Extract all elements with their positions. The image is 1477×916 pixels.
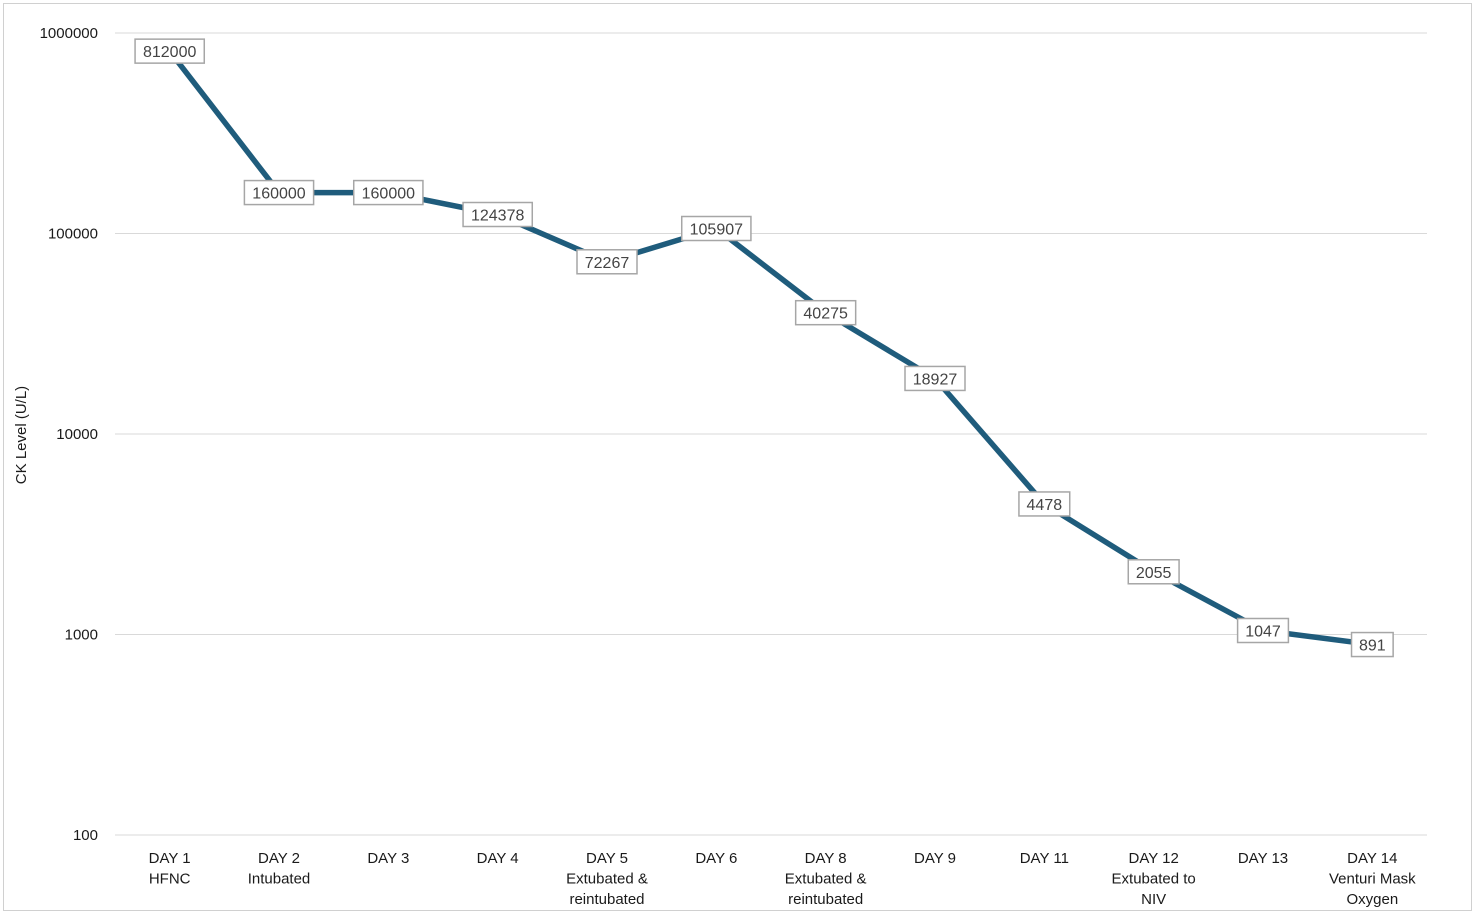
x-tick-label: DAY 2 Intubated: [248, 850, 311, 888]
y-tick-label: 10000: [56, 426, 98, 443]
x-tick-label: DAY 8 Extubated & reintubated: [785, 850, 867, 908]
y-axis-label: CK Level (U/L): [13, 386, 30, 484]
series-line: [166, 48, 1376, 648]
svg-text:40275: 40275: [803, 306, 848, 323]
data-label: 160000: [243, 179, 315, 206]
x-axis-tick-labels: DAY 1 HFNC DAY 2 Intubated DAY 3 DAY 4 DAY 5 Ex…: [149, 850, 1416, 908]
y-axis-tick-labels: 1000000 100000 10000 1000 100: [40, 25, 98, 844]
data-label: 18927: [904, 365, 966, 392]
x-tick-label: DAY 14 Venturi Mask Oxygen: [1329, 850, 1416, 908]
data-label: 1047: [1236, 617, 1290, 644]
x-tick-label: DAY 4: [477, 850, 519, 867]
data-labels: 812000 160000 160000 124378 72267 105907 40275…: [134, 38, 1394, 658]
data-label: 891: [1350, 631, 1394, 658]
x-tick-label: DAY 6: [695, 850, 737, 867]
data-label: 72267: [576, 249, 638, 275]
svg-text:2055: 2055: [1136, 565, 1172, 582]
x-tick-label: DAY 13: [1238, 850, 1288, 867]
x-tick-label: DAY 3: [367, 850, 409, 867]
data-label: 105907: [680, 215, 752, 242]
svg-text:891: 891: [1359, 638, 1386, 655]
svg-text:4478: 4478: [1027, 497, 1063, 514]
data-label: 124378: [462, 201, 534, 228]
data-label: 40275: [794, 299, 857, 326]
x-tick-label: DAY 12 Extubated to NIV: [1112, 850, 1196, 908]
svg-text:18927: 18927: [913, 371, 958, 388]
svg-text:160000: 160000: [362, 186, 415, 203]
y-tick-label: 100000: [48, 226, 98, 243]
series-polyline: [166, 48, 1376, 648]
y-tick-label: 1000: [65, 627, 98, 644]
y-tick-label: 100: [73, 827, 98, 844]
data-label: 812000: [134, 38, 206, 64]
data-label: 4478: [1018, 491, 1071, 517]
x-tick-label: DAY 1 HFNC: [149, 850, 191, 888]
svg-text:72267: 72267: [585, 255, 630, 272]
gridlines: [115, 32, 1427, 836]
x-tick-label: DAY 9: [914, 850, 956, 867]
data-label: 2055: [1127, 559, 1180, 585]
data-label: 160000: [352, 179, 424, 206]
x-tick-label: DAY 11: [1020, 850, 1069, 867]
svg-text:105907: 105907: [690, 222, 743, 239]
svg-text:812000: 812000: [143, 44, 196, 61]
x-tick-label: DAY 5 Extubated & reintubated: [566, 850, 648, 908]
svg-text:160000: 160000: [252, 186, 305, 203]
y-tick-label: 1000000: [40, 25, 98, 42]
svg-text:124378: 124378: [471, 208, 524, 225]
svg-text:1047: 1047: [1245, 624, 1281, 641]
